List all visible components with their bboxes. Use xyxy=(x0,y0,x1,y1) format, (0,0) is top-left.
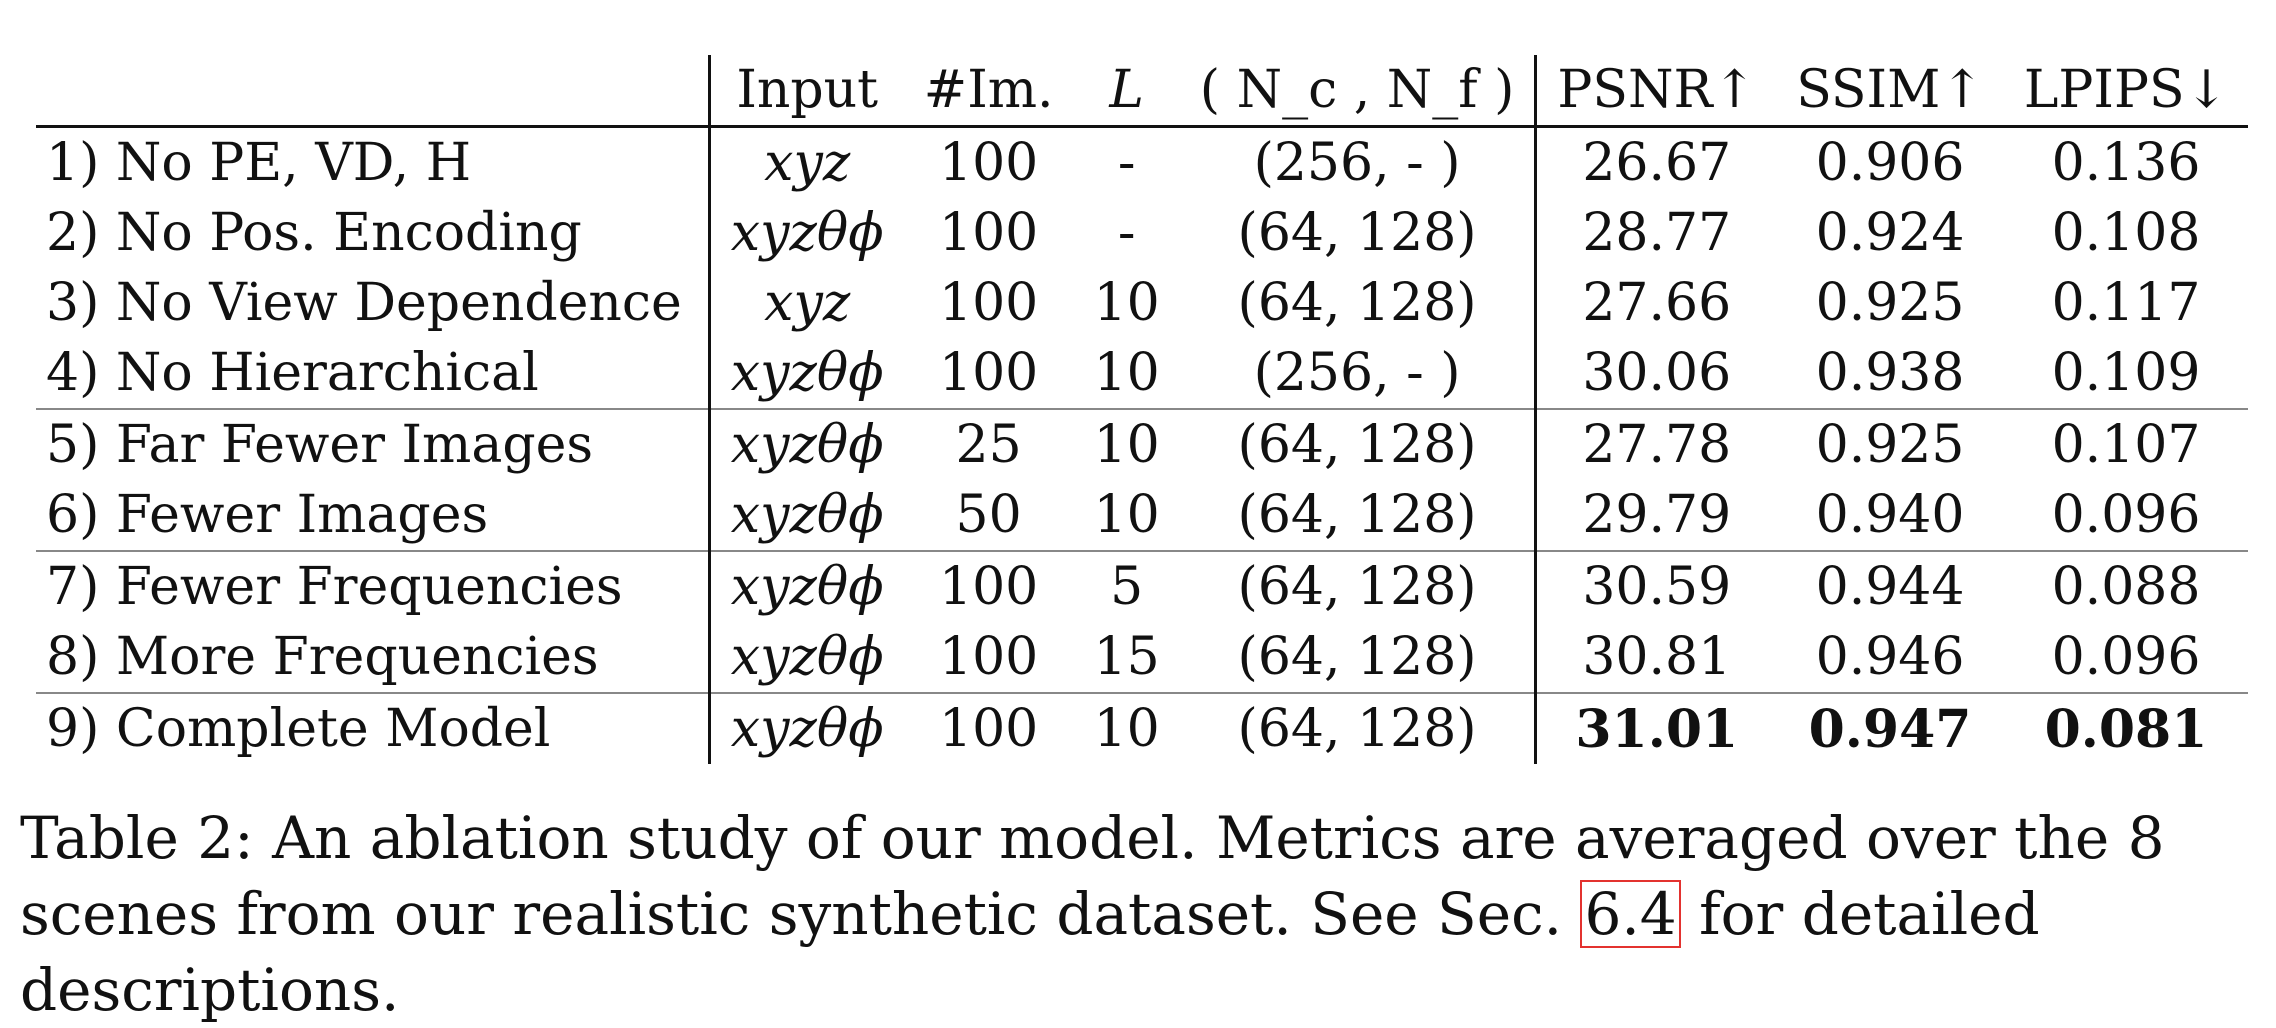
cell-images: 50 xyxy=(903,480,1074,552)
cell-ssim: 0.938 xyxy=(1776,338,2004,410)
row-label: 1) No PE, VD, H xyxy=(46,133,472,193)
cell-ssim: 0.944 xyxy=(1815,557,1965,617)
ablation-table-container: Input #Im. L ( N_c , N_f ) PSNR↑ SSIM↑ L… xyxy=(36,55,2249,764)
header-psnr: PSNR↑ xyxy=(1534,55,1777,128)
table-caption: Table 2: An ablation study of our model.… xyxy=(20,800,2260,1028)
cell-l: 15 xyxy=(1073,622,1180,694)
table-row: 5) Far Fewer Images xyzθϕ 25 10 (64, 128… xyxy=(36,409,2248,480)
row-label: 7) Fewer Frequencies xyxy=(46,557,623,617)
header-empty xyxy=(36,55,710,128)
cell-lpips: 0.117 xyxy=(2051,273,2201,333)
cell-input: xyzθϕ xyxy=(707,551,904,622)
table-row: 2) No Pos. Encoding xyzθϕ 100 - (64, 128… xyxy=(36,198,2248,268)
cell-samples: (256, - ) xyxy=(1179,338,1536,410)
row-label: 2) No Pos. Encoding xyxy=(46,203,582,263)
cell-l: 10 xyxy=(1073,480,1180,552)
cell-l: 10 xyxy=(1073,338,1180,410)
header-l: L xyxy=(1073,55,1180,128)
cell-psnr: 30.06 xyxy=(1534,338,1777,410)
cell-images: 100 xyxy=(938,133,1039,193)
cell-ssim: 0.925 xyxy=(1815,273,1965,333)
caption-text: Table 2: An ablation study of our model.… xyxy=(20,804,2165,948)
cell-samples: (64, 128) xyxy=(1237,203,1477,263)
cell-ssim: 0.924 xyxy=(1815,203,1965,263)
cell-l: 5 xyxy=(1110,557,1144,617)
cell-ssim: 0.946 xyxy=(1776,622,2004,694)
row-label: 5) Far Fewer Images xyxy=(46,415,594,475)
cell-input: xyzθϕ xyxy=(707,198,904,268)
cell-ssim: 0.906 xyxy=(1815,133,1965,193)
cell-psnr-best: 31.01 xyxy=(1534,693,1777,764)
cell-ssim: 0.925 xyxy=(1815,415,1965,475)
cell-l: 10 xyxy=(1093,273,1160,333)
cell-images: 100 xyxy=(903,622,1074,694)
table-header-row: Input #Im. L ( N_c , N_f ) PSNR↑ SSIM↑ L… xyxy=(36,55,2249,128)
cell-samples: (64, 128) xyxy=(1237,415,1477,475)
cell-samples: (64, 128) xyxy=(1237,557,1477,617)
row-label: 9) Complete Model xyxy=(46,699,551,759)
table-row: 8) More Frequencies xyzθϕ 100 15 (64, 12… xyxy=(36,622,2249,694)
cell-lpips: 0.136 xyxy=(2051,133,2201,193)
table-row: 7) Fewer Frequencies xyzθϕ 100 5 (64, 12… xyxy=(36,551,2248,622)
cell-psnr: 30.59 xyxy=(1534,551,1777,622)
cell-lpips: 0.096 xyxy=(2003,622,2249,694)
header-ssim: SSIM↑ xyxy=(1776,55,2004,128)
cell-samples: (64, 128) xyxy=(1179,480,1536,552)
cell-psnr: 27.66 xyxy=(1534,268,1777,338)
cell-l: - xyxy=(1117,133,1136,193)
cell-input: xyzθϕ xyxy=(707,622,904,694)
cell-images: 100 xyxy=(938,203,1039,263)
header-images: #Im. xyxy=(903,55,1074,128)
table-row: 1) No PE, VD, H xyz 100 - (256, - ) 26.6… xyxy=(36,126,2248,198)
table-row: 6) Fewer Images xyzθϕ 50 10 (64, 128) 29… xyxy=(36,480,2249,552)
cell-l: 10 xyxy=(1093,415,1160,475)
table-row: 3) No View Dependence xyz 100 10 (64, 12… xyxy=(36,268,2248,338)
cell-lpips: 0.088 xyxy=(2051,557,2201,617)
cell-lpips: 0.108 xyxy=(2051,203,2201,263)
row-label: 3) No View Dependence xyxy=(46,273,682,333)
cell-samples: (64, 128) xyxy=(1179,622,1536,694)
row-label: 6) Fewer Images xyxy=(36,480,710,552)
cell-l: 10 xyxy=(1093,699,1160,759)
cell-samples: (256, - ) xyxy=(1253,133,1461,193)
cell-images: 100 xyxy=(938,699,1039,759)
cell-images: 100 xyxy=(903,338,1074,410)
cell-input: xyz xyxy=(707,268,904,338)
cell-ssim-best: 0.947 xyxy=(1808,698,1972,760)
cell-samples: (64, 128) xyxy=(1237,699,1477,759)
cell-images: 100 xyxy=(938,557,1039,617)
cell-psnr: 30.81 xyxy=(1534,622,1777,694)
table-row: 9) Complete Model xyzθϕ 100 10 (64, 128)… xyxy=(36,693,2248,764)
cell-lpips-best: 0.081 xyxy=(2044,698,2208,760)
row-label: 4) No Hierarchical xyxy=(36,338,710,410)
cell-psnr: 27.78 xyxy=(1534,409,1777,480)
cell-images: 25 xyxy=(955,415,1022,475)
cell-psnr: 28.77 xyxy=(1534,198,1777,268)
header-lpips: LPIPS↓ xyxy=(2003,55,2249,128)
cell-input: xyzθϕ xyxy=(707,409,904,480)
cell-psnr: 29.79 xyxy=(1534,480,1777,552)
cell-l: - xyxy=(1117,203,1136,263)
cell-lpips: 0.096 xyxy=(2003,480,2249,552)
cell-images: 100 xyxy=(938,273,1039,333)
ablation-table: Input #Im. L ( N_c , N_f ) PSNR↑ SSIM↑ L… xyxy=(36,55,2249,764)
cell-lpips: 0.109 xyxy=(2003,338,2249,410)
header-samples: ( N_c , N_f ) xyxy=(1179,55,1536,128)
cell-input: xyz xyxy=(707,126,904,198)
cell-lpips: 0.107 xyxy=(2051,415,2201,475)
row-label: 8) More Frequencies xyxy=(36,622,710,694)
table-row: 4) No Hierarchical xyzθϕ 100 10 (256, - … xyxy=(36,338,2249,410)
cell-input: xyzθϕ xyxy=(707,480,904,552)
cell-input: xyzθϕ xyxy=(707,338,904,410)
section-reference-link[interactable]: 6.4 xyxy=(1580,880,1681,948)
cell-input: xyzθϕ xyxy=(707,693,904,764)
cell-samples: (64, 128) xyxy=(1237,273,1477,333)
header-input: Input xyxy=(707,55,904,128)
cell-psnr: 26.67 xyxy=(1534,126,1777,198)
cell-ssim: 0.940 xyxy=(1776,480,2004,552)
